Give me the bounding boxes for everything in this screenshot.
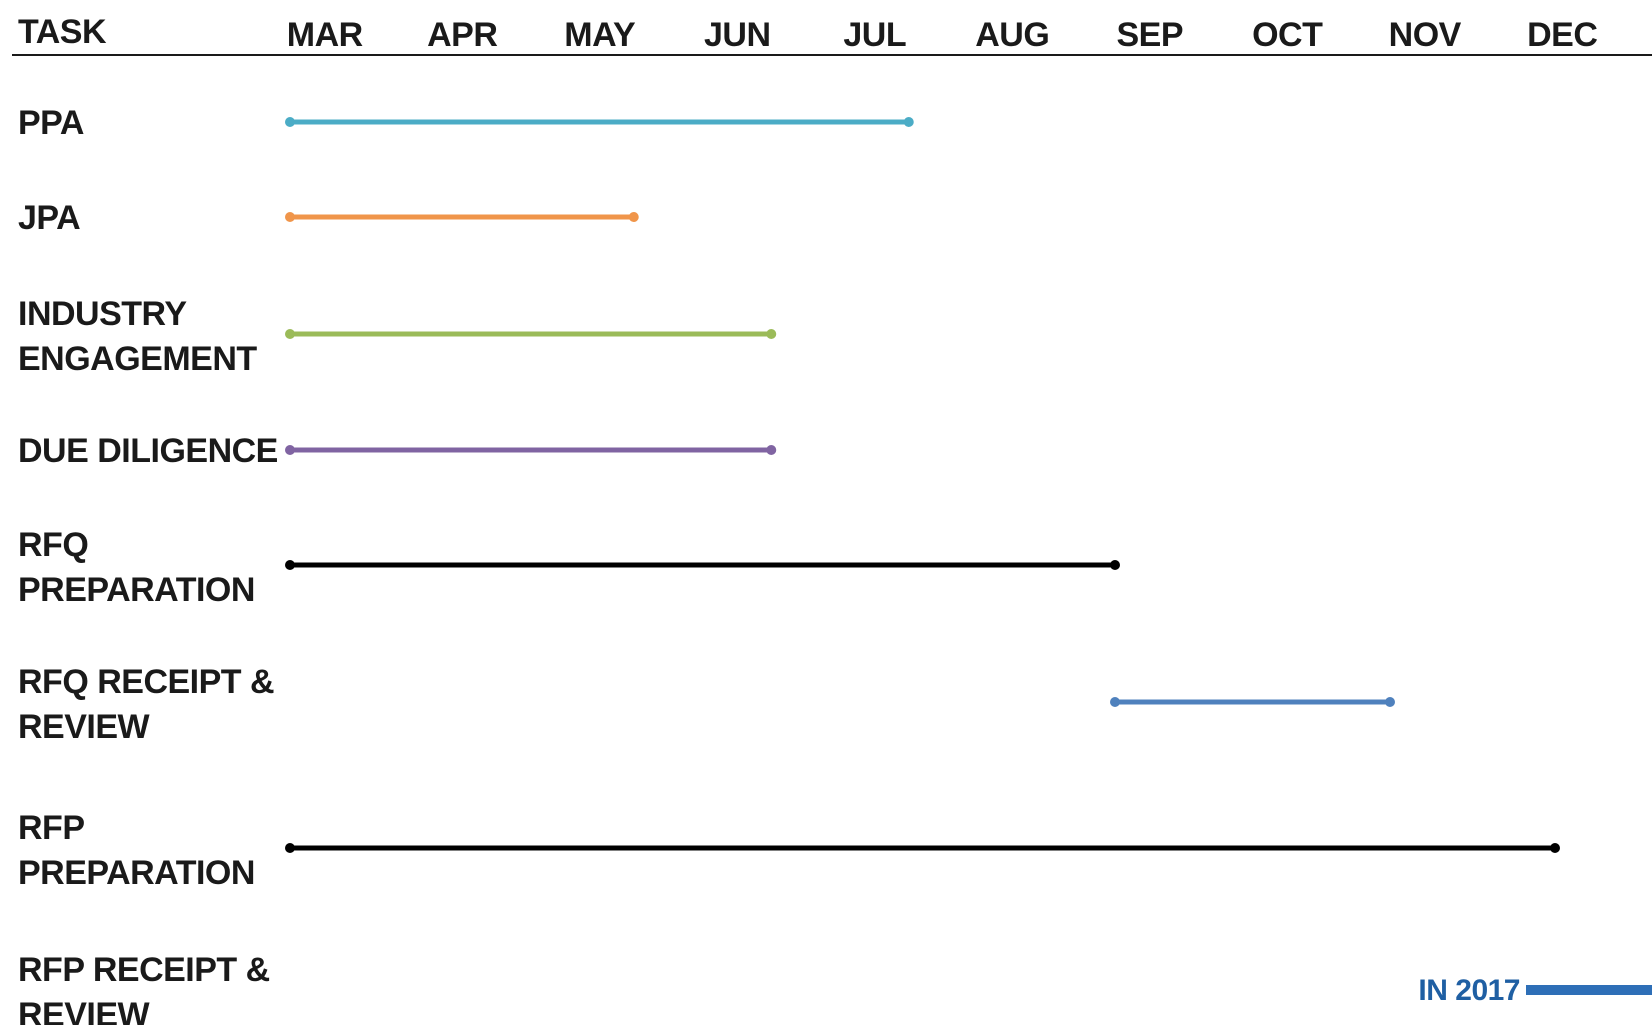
task-bar-end-marker (628, 212, 639, 222)
month-label-dec: DEC (1527, 16, 1597, 54)
task-bar-start-marker (285, 212, 295, 222)
task-label: INDUSTRY (18, 295, 187, 333)
task-label: PREPARATION (18, 854, 255, 892)
task-label: ENGAGEMENT (18, 340, 257, 378)
task-bar-start-marker (1110, 697, 1120, 707)
month-label-may: MAY (564, 16, 636, 54)
task-label: PPA (18, 104, 84, 142)
task-label: RFQ RECEIPT & (18, 663, 274, 701)
task-bar-start-marker (285, 560, 295, 570)
month-label-oct: OCT (1252, 16, 1323, 54)
month-label-nov: NOV (1389, 16, 1462, 54)
task-bar-end-marker (1385, 697, 1395, 707)
task-row: JPA (18, 199, 639, 237)
continuation-arrow-bar (1526, 985, 1652, 995)
task-label: RFQ (18, 526, 88, 564)
task-label: DUE DILIGENCE (18, 432, 278, 470)
header-task-label: TASK (18, 13, 107, 51)
task-bar-end-marker (766, 329, 777, 339)
task-bar-end-marker (1110, 560, 1120, 570)
month-label-aug: AUG (975, 16, 1049, 54)
task-note: IN 2017 (1418, 974, 1520, 1007)
task-bar-start-marker (285, 843, 295, 853)
task-label: PREPARATION (18, 571, 255, 609)
task-row: RFP RECEIPT & REVIEW IN 2017 (18, 951, 1652, 1025)
task-label: RFP (18, 809, 85, 847)
month-label-jun: JUN (704, 16, 771, 54)
task-label: REVIEW (18, 996, 151, 1025)
task-label: REVIEW (18, 708, 151, 746)
task-bar-end-marker (1550, 843, 1560, 853)
task-bar-start-marker (285, 329, 295, 339)
month-label-apr: APR (427, 16, 497, 54)
month-label-mar: MAR (287, 16, 363, 54)
month-label-sep: SEP (1116, 16, 1183, 54)
task-row: PPA (18, 104, 914, 142)
month-label-jul: JUL (843, 16, 906, 54)
task-label: JPA (18, 199, 80, 237)
task-bar-start-marker (285, 117, 295, 127)
task-label: RFP RECEIPT & (18, 951, 270, 989)
task-row: RFQ PREPARATION (18, 526, 1120, 609)
task-row: RFQ RECEIPT & REVIEW (18, 663, 1395, 746)
task-bar-end-marker (903, 117, 914, 127)
task-row: RFP PREPARATION (18, 809, 1560, 892)
task-bar-end-marker (766, 445, 777, 455)
task-bar-start-marker (285, 445, 295, 455)
task-row: DUE DILIGENCE (18, 432, 777, 470)
task-row: INDUSTRY ENGAGEMENT (18, 295, 777, 378)
